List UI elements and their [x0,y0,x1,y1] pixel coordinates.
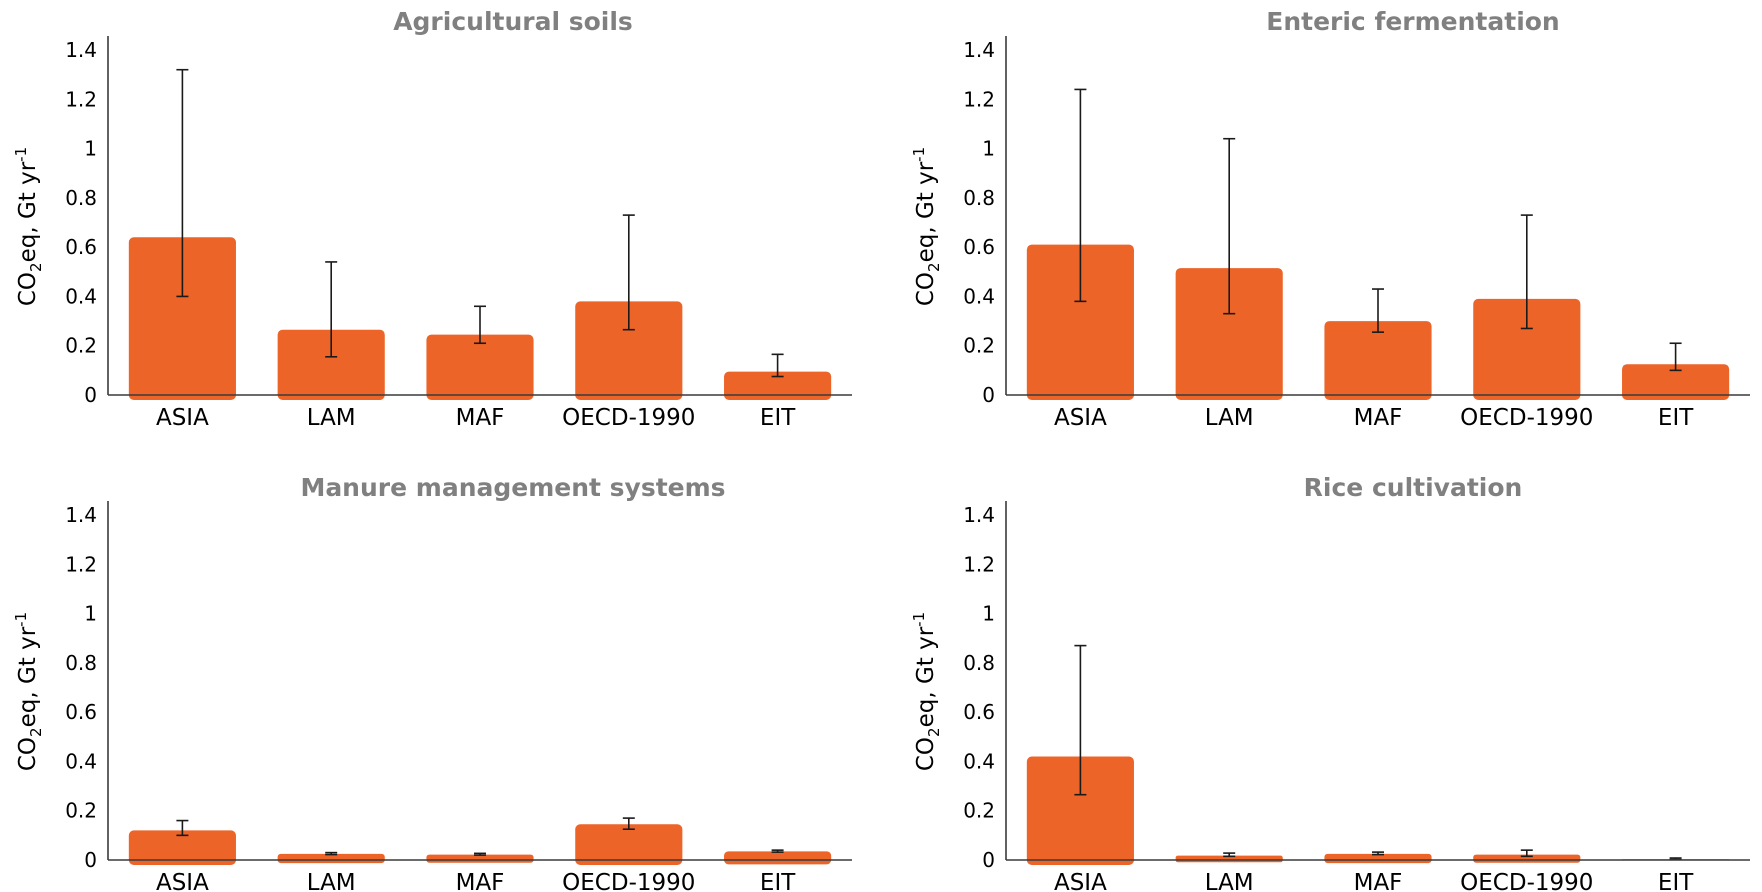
bar-oecd-1990 [1473,298,1581,400]
bar-asia [128,237,236,400]
y-tick-label: 0.6 [963,235,995,259]
y-tick-label: 0.8 [963,651,995,675]
y-tick-label: 0.4 [963,749,995,773]
x-tick-label-maf: MAF [1354,870,1403,892]
error-bar-maf [474,852,486,856]
y-axis-label: CO2eq, Gt yr-1 [12,612,45,771]
y-tick-label: 1.4 [963,38,995,62]
x-tick-label-lam: LAM [1205,405,1254,431]
x-tick-label-maf: MAF [456,405,505,431]
y-tick-label: 1.2 [963,552,995,576]
y-tick-label: 1.2 [963,87,995,111]
bar-asia [1026,244,1134,400]
error-bar-lam [1223,137,1236,315]
y-tick-label: 0.8 [963,186,995,210]
y-tick-label: 1 [982,602,995,626]
bar-lam [277,329,385,400]
error-bar-maf [474,305,486,345]
x-tick-label-eit: EIT [1658,870,1694,892]
bar-oecd-1990 [575,824,683,865]
bar-oecd-1990 [575,301,683,400]
error-bar-oecd-1990 [622,214,635,331]
y-tick-label: 0.4 [963,284,995,308]
x-tick-label-asia: ASIA [1054,405,1107,431]
x-tick-label-asia: ASIA [156,405,209,431]
y-tick-label: 0 [982,383,995,407]
bar-maf [426,334,534,400]
y-tick-label: 0.8 [65,186,97,210]
y-tick-label: 1.4 [65,38,97,62]
x-tick-label-lam: LAM [307,405,356,431]
chart-title: Agricultural soils [393,7,633,36]
x-tick-label-lam: LAM [307,870,356,892]
chart-title: Rice cultivation [1304,473,1523,502]
error-bar-asia [1074,644,1087,796]
error-bar-eit [771,353,784,378]
bar-eit [1622,364,1730,400]
bar-maf [1324,321,1432,400]
chart-title: Enteric fermentation [1266,7,1559,36]
y-tick-label: 0.4 [65,284,97,308]
y-tick-label: 0.4 [65,749,97,773]
error-bar-asia [176,819,189,837]
error-bar-lam [1223,852,1236,858]
x-tick-label-maf: MAF [456,870,505,892]
y-tick-label: 0.2 [65,799,97,823]
bar-asia [1026,756,1134,865]
y-tick-label: 1 [84,137,97,161]
error-bar-maf [1372,288,1384,333]
x-tick-label-asia: ASIA [1054,870,1107,892]
y-tick-label: 0.8 [65,651,97,675]
y-tick-label: 1.2 [65,552,97,576]
panel-rice-cultivation: Rice cultivation CO2eq, Gt yr-1 0 0.2 0.4 0.6… [910,473,1750,892]
x-tick-label-oecd-1990: OECD-1990 [1460,870,1593,892]
panel-agricultural-soils: Agricultural soils CO2eq, Gt yr-1 0 0.2 0.4 0… [12,7,852,431]
error-bar-oecd-1990 [1520,849,1533,858]
y-tick-label: 1 [84,602,97,626]
y-tick-label: 1 [982,137,995,161]
error-bar-oecd-1990 [622,817,635,830]
error-bar-eit [771,849,784,853]
error-bar-asia [1074,88,1087,303]
panel-enteric-fermentation: Enteric fermentation CO2eq, Gt yr-1 0 0.2 0.… [910,7,1750,431]
x-tick-label-asia: ASIA [156,870,209,892]
panel-manure-management-systems: Manure management systems CO2eq, Gt yr-1 0… [12,473,852,892]
y-tick-label: 1.2 [65,87,97,111]
bar-asia [128,830,236,865]
x-tick-label-maf: MAF [1354,405,1403,431]
y-tick-label: 1.4 [65,503,97,527]
y-tick-label: 0.6 [963,700,995,724]
y-tick-label: 0 [84,383,97,407]
bar-eit [724,371,832,400]
y-tick-label: 0.2 [963,334,995,358]
y-axis-label: CO2eq, Gt yr-1 [910,147,943,306]
x-tick-label-oecd-1990: OECD-1990 [1460,405,1593,431]
y-axis-label: CO2eq, Gt yr-1 [12,147,45,306]
y-tick-label: 0.6 [65,235,97,259]
y-tick-label: 0.2 [65,334,97,358]
x-tick-label-oecd-1990: OECD-1990 [562,405,695,431]
y-tick-label: 0 [982,848,995,872]
x-tick-label-eit: EIT [1658,405,1694,431]
y-axis-label: CO2eq, Gt yr-1 [910,612,943,771]
error-bar-asia [176,68,189,298]
error-bar-oecd-1990 [1520,214,1533,330]
error-bar-lam [325,851,338,856]
bar-lam [1175,268,1283,400]
y-tick-label: 0 [84,848,97,872]
x-tick-label-lam: LAM [1205,870,1254,892]
y-tick-label: 0.2 [963,799,995,823]
chart-title: Manure management systems [300,473,725,502]
x-tick-label-eit: EIT [760,870,796,892]
x-tick-label-eit: EIT [760,405,796,431]
y-tick-label: 0.6 [65,700,97,724]
y-tick-label: 1.4 [963,503,995,527]
x-tick-label-oecd-1990: OECD-1990 [562,870,695,892]
bar-eit [724,851,832,865]
error-bar-lam [325,261,338,358]
error-bar-eit [1669,342,1682,372]
error-bar-maf [1372,851,1384,856]
